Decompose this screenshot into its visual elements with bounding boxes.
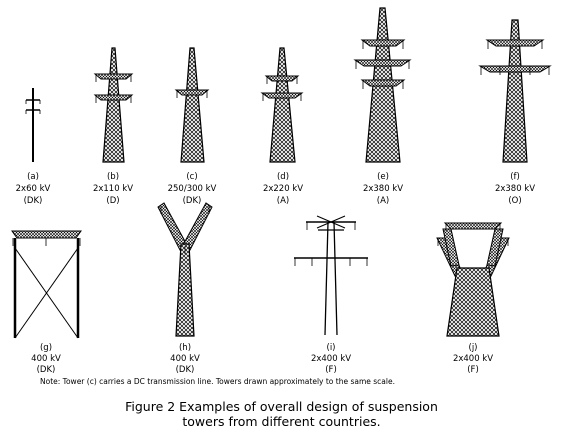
svg-text:(A): (A) — [277, 196, 289, 206]
svg-text:250/300 kV: 250/300 kV — [168, 184, 217, 194]
tower-j-drawing — [436, 222, 510, 337]
tower-j-label: (j) 2x400 kV (F) — [453, 343, 493, 375]
svg-text:2x400 kV: 2x400 kV — [453, 354, 493, 364]
svg-text:(DK): (DK) — [183, 196, 202, 206]
svg-text:(D): (D) — [106, 196, 119, 206]
svg-text:2x380 kV: 2x380 kV — [363, 184, 403, 194]
tower-b-label: (b) 2x110 kV (D) — [93, 172, 133, 206]
svg-text:(DK): (DK) — [37, 365, 56, 375]
svg-text:(c): (c) — [186, 172, 197, 182]
svg-text:2x380 kV: 2x380 kV — [495, 184, 535, 194]
svg-text:2x60 kV: 2x60 kV — [16, 184, 51, 194]
tower-h-label: (h) 400 kV (DK) — [170, 343, 200, 375]
tower-a-drawing — [25, 88, 41, 162]
tower-c-drawing — [174, 47, 210, 163]
tower-g-label: (g) 400 kV (DK) — [31, 343, 61, 375]
svg-text:(i): (i) — [327, 343, 336, 353]
svg-text:(d): (d) — [277, 172, 289, 182]
svg-text:(g): (g) — [40, 343, 52, 353]
svg-text:(b): (b) — [107, 172, 119, 182]
svg-text:(O): (O) — [508, 196, 521, 206]
tower-e-label: (e) 2x380 kV (A) — [363, 172, 403, 206]
svg-text:(F): (F) — [325, 365, 337, 375]
svg-text:2x400 kV: 2x400 kV — [311, 354, 351, 364]
figure-caption: Figure 2 Examples of overall design of s… — [0, 399, 563, 429]
svg-text:2x110 kV: 2x110 kV — [93, 184, 133, 194]
figure-note: Note: Tower (c) carries a DC transmissio… — [40, 377, 395, 386]
svg-text:400 kV: 400 kV — [170, 354, 200, 364]
svg-text:400 kV: 400 kV — [31, 354, 61, 364]
svg-text:(A): (A) — [377, 196, 389, 206]
tower-f-label: (f) 2x380 kV (O) — [495, 172, 535, 206]
caption-line-2: towers from different countries. — [182, 414, 381, 429]
tower-g-drawing — [11, 230, 82, 339]
tower-d-label: (d) 2x220 kV (A) — [263, 172, 303, 206]
svg-text:(h): (h) — [179, 343, 191, 353]
svg-text:(DK): (DK) — [24, 196, 43, 206]
svg-text:2x220 kV: 2x220 kV — [263, 184, 303, 194]
svg-text:(DK): (DK) — [176, 365, 195, 375]
svg-text:(F): (F) — [467, 365, 479, 375]
svg-text:(f): (f) — [510, 172, 520, 182]
svg-text:(e): (e) — [377, 172, 389, 182]
tower-f-drawing — [478, 19, 552, 163]
tower-c-label: (c) 250/300 kV (DK) — [168, 172, 217, 206]
svg-text:(j): (j) — [469, 343, 478, 353]
tower-b-drawing — [93, 47, 134, 163]
tower-i-drawing — [294, 215, 368, 336]
tower-h-drawing — [157, 202, 213, 337]
tower-d-drawing — [260, 47, 304, 163]
caption-line-1: Figure 2 Examples of overall design of s… — [125, 399, 438, 414]
tower-a-label: (a) 2x60 kV (DK) — [16, 172, 51, 206]
tower-e-drawing — [353, 7, 412, 163]
tower-i-label: (i) 2x400 kV (F) — [311, 343, 351, 375]
svg-text:(a): (a) — [27, 172, 39, 182]
